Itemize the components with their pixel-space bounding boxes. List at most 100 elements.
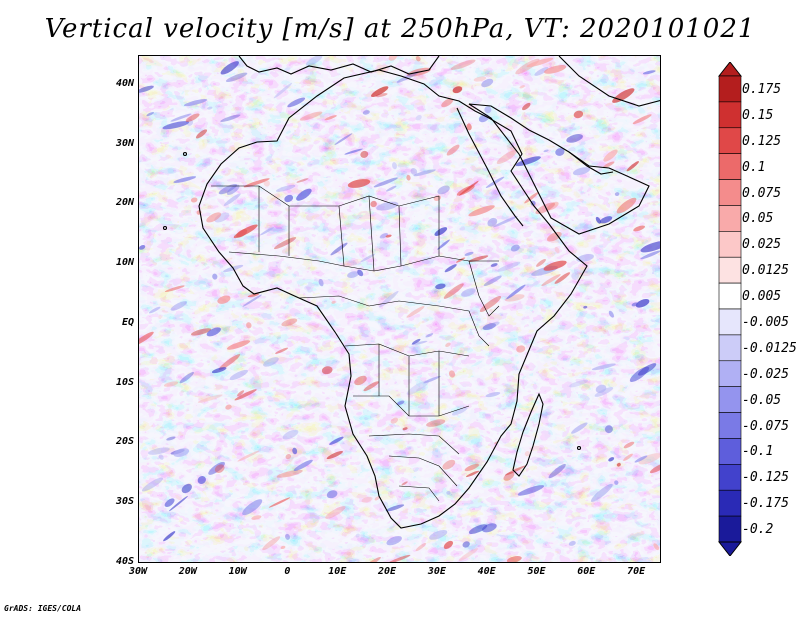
africa-coastline [198, 69, 588, 529]
updraft-patch [263, 180, 270, 187]
downdraft-patch [485, 392, 501, 398]
downdraft-patch [158, 454, 164, 460]
updraft-patch [275, 347, 289, 354]
updraft-patch [603, 149, 618, 162]
downdraft-patch [296, 188, 312, 201]
downdraft-patch [287, 97, 306, 108]
updraft-patch [504, 294, 525, 302]
downdraft-patch [444, 264, 457, 273]
updraft-patch [243, 178, 270, 188]
colorbar-tick-label: -0.175 [742, 496, 789, 512]
downdraft-patch [357, 269, 364, 277]
downdraft-patch [305, 56, 323, 66]
lat-tick-label: 10S [115, 376, 134, 388]
downdraft-patch [604, 425, 613, 434]
downdraft-patch [568, 540, 576, 546]
updraft-patch [415, 56, 421, 62]
downdraft-patch [423, 375, 441, 384]
downdraft-patch [141, 477, 164, 492]
downdraft-patch [146, 112, 154, 117]
downdraft-patch [139, 85, 154, 93]
lat-tick-label: 20S [115, 436, 134, 448]
updraft-patch [623, 441, 635, 449]
updraft-patch [280, 545, 286, 550]
downdraft-patch [482, 323, 496, 331]
colorbar-tick-label: 0.0125 [742, 263, 789, 279]
downdraft-patch [555, 148, 565, 156]
border-line [388, 455, 458, 502]
colorbar-segment [718, 282, 742, 310]
downdraft-patch [410, 167, 418, 176]
updraft-patch [541, 274, 561, 287]
updraft-patch [452, 86, 463, 94]
colorbar-tick-label: 0.025 [742, 237, 782, 253]
colorbar-tick-label: 0.05 [742, 211, 774, 227]
downdraft-patch [484, 106, 492, 114]
downdraft-patch [282, 429, 299, 440]
downdraft-patch [462, 541, 470, 548]
canary-islands [182, 151, 188, 157]
lat-tick-label: 30N [115, 137, 134, 149]
colorbar-segment [718, 438, 742, 465]
downdraft-patch [186, 119, 194, 126]
updraft-patch [276, 469, 303, 478]
downdraft-patch [481, 78, 494, 88]
downdraft-patch [435, 283, 446, 290]
colorbar-tick-label: -0.125 [742, 470, 789, 486]
downdraft-patch [329, 436, 344, 445]
colorbar-tick-label: -0.0125 [742, 340, 797, 356]
mauritius-island [576, 445, 582, 451]
updraft-patch [234, 389, 257, 401]
downdraft-patch [392, 162, 397, 170]
updraft-patch [616, 197, 637, 214]
updraft-patch [324, 115, 337, 121]
downdraft-patch [206, 327, 221, 337]
cape-verde-islands [162, 225, 168, 231]
lon-tick-label: 10E [328, 566, 347, 577]
downdraft-patch [162, 121, 190, 130]
downdraft-patch [571, 272, 580, 280]
updraft-patch [506, 556, 522, 562]
updraft-patch [371, 86, 389, 97]
updraft-patch [251, 515, 262, 520]
downdraft-patch [318, 278, 324, 287]
downdraft-patch [614, 192, 620, 197]
downdraft-patch [385, 504, 405, 512]
colorbar-segment [718, 489, 742, 517]
colorbar-tick-label: -0.05 [742, 392, 782, 408]
downdraft-patch [614, 480, 619, 485]
updraft-patch [544, 65, 567, 74]
downdraft-patch [170, 113, 192, 122]
updraft-patch [535, 202, 556, 215]
updraft-patch [504, 465, 526, 476]
lon-tick-label: 10W [228, 566, 247, 577]
downdraft-patch [483, 275, 502, 287]
downdraft-patch [386, 185, 397, 192]
downdraft-patch [208, 461, 225, 475]
updraft-patch [633, 225, 645, 232]
updraft-patch [233, 224, 258, 239]
colorbar-segment [718, 153, 742, 180]
updraft-patch [455, 257, 466, 263]
downdraft-patch [594, 387, 614, 397]
downdraft-patch [168, 495, 189, 512]
downdraft-patch [515, 156, 541, 167]
downdraft-patch [275, 184, 296, 192]
colorbar-segment [718, 205, 742, 232]
lon-tick-label: 30E [427, 566, 446, 577]
downdraft-patch [173, 176, 197, 183]
downdraft-patch [486, 321, 500, 329]
colorbar [718, 62, 742, 556]
updraft-patch [573, 110, 584, 119]
downdraft-patch [330, 242, 348, 256]
updraft-patch [441, 98, 454, 108]
downdraft-patch [285, 533, 290, 540]
border-line [353, 395, 470, 455]
downdraft-patch [608, 310, 614, 318]
updraft-patch [464, 463, 479, 472]
updraft-patch [450, 59, 476, 71]
downdraft-patch [485, 176, 505, 189]
colorbar-segment [718, 386, 742, 413]
downdraft-patch [493, 216, 518, 228]
downdraft-patch [149, 306, 161, 314]
